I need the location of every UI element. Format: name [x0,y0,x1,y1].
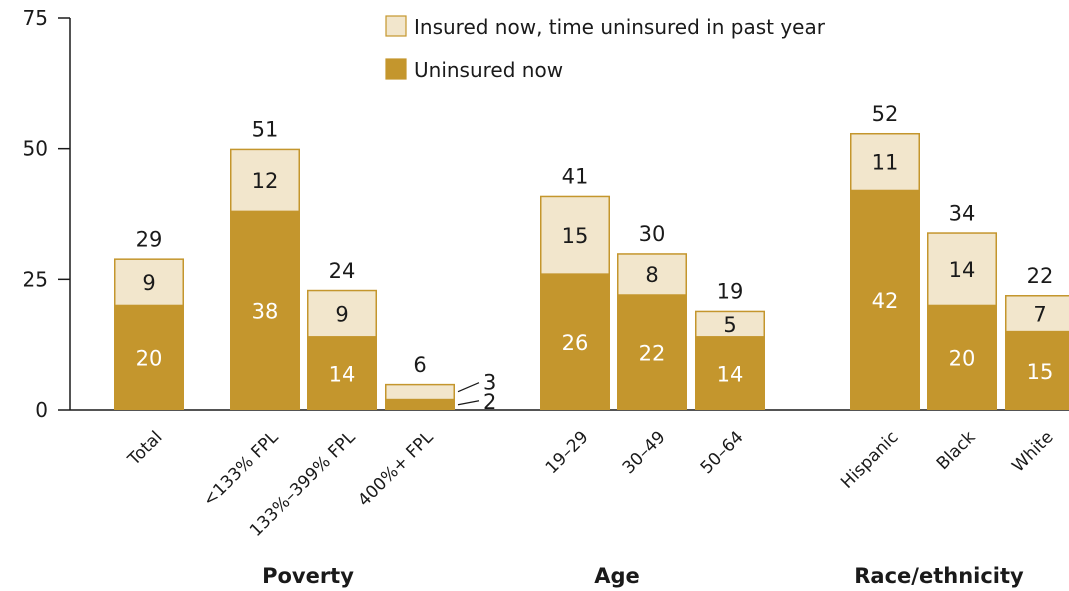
total-label: 30 [639,222,666,246]
y-tick-label: 0 [35,398,48,422]
bar-insured-gap [927,232,997,307]
legend: Insured now, time uninsured in past year… [385,15,826,82]
category-label: 400%+ FPL [354,427,438,511]
uninsured-now-value-label: 42 [872,289,899,313]
bar-uninsured-now [617,295,687,410]
bar-uninsured-now [114,305,184,410]
insured-gap-value-label: 15 [562,224,589,248]
total-label: 24 [329,259,356,283]
bar-insured-gap [114,258,184,307]
y-tick-label: 75 [23,6,48,30]
callout-line [457,400,480,406]
uninsured-now-value-label: 20 [136,347,163,371]
total-label: 29 [136,227,163,251]
total-label: 41 [562,165,589,189]
group-label: Poverty [262,564,354,588]
bar-insured-gap [230,148,300,213]
y-tick-label: 25 [23,267,48,291]
bar-insured-gap [385,383,455,401]
category-label: White [1008,427,1057,476]
category-label: <133% FPL [199,427,283,511]
bar-uninsured-now [540,274,610,410]
category-label: Hispanic [837,427,902,492]
y-tick-label: 50 [23,137,48,161]
category-label: 30–49 [619,427,670,478]
category-label: Black [933,427,980,474]
total-label: 22 [1027,264,1054,288]
insured-gap-value-label: 9 [335,302,348,326]
uninsured-now-value-label: 20 [949,347,976,371]
bar-insured-gap [540,195,610,275]
bar-uninsured-now [307,336,377,410]
bar-uninsured-now [230,211,300,410]
insured-gap-value-label: 12 [252,169,279,193]
legend-swatch-uninsured-now [385,58,407,80]
insured-gap-value-label: 11 [872,151,899,175]
uninsured-now-value-label: 2 [483,390,496,414]
total-label: 19 [717,280,744,304]
legend-label: Uninsured now [414,58,563,82]
insured-gap-value-label: 8 [645,263,658,287]
uninsured-now-value-label: 15 [1027,360,1054,384]
category-label: 19–29 [542,427,593,478]
bar-insured-gap [695,310,765,338]
bar-uninsured-now [385,399,455,410]
bar-insured-gap [307,289,377,338]
total-label: 6 [413,353,426,377]
legend-label: Insured now, time uninsured in past year [414,15,826,39]
insured-gap-value-label: 7 [1033,302,1046,326]
uninsured-now-value-label: 38 [252,300,279,324]
bar-uninsured-now [850,190,920,410]
bar-uninsured-now [695,336,765,410]
uninsured-now-value-label: 14 [717,362,744,386]
uninsured-now-value-label: 14 [329,362,356,386]
insured-gap-value-label: 3 [483,371,496,395]
total-label: 51 [252,118,279,142]
bar-insured-gap [1005,295,1069,333]
total-label: 34 [949,201,976,225]
category-label: 50–64 [697,427,748,478]
group-label: Race/ethnicity [854,564,1024,588]
insured-gap-value-label: 14 [949,258,976,282]
category-label: Total [124,427,167,470]
insured-gap-value-label: 9 [142,271,155,295]
uninsured-now-value-label: 22 [639,342,666,366]
total-label: 52 [872,102,899,126]
uninsured-now-value-label: 26 [562,331,589,355]
bar-uninsured-now [1005,331,1069,410]
bar-insured-gap [850,132,920,192]
bar-uninsured-now [927,305,997,410]
legend-swatch-insured-gap [385,15,407,37]
bar-insured-gap [617,253,687,296]
callout-line [457,382,480,393]
bar-layer [114,132,1069,410]
insured-gap-value-label: 5 [723,313,736,337]
group-label: Age [594,564,640,588]
